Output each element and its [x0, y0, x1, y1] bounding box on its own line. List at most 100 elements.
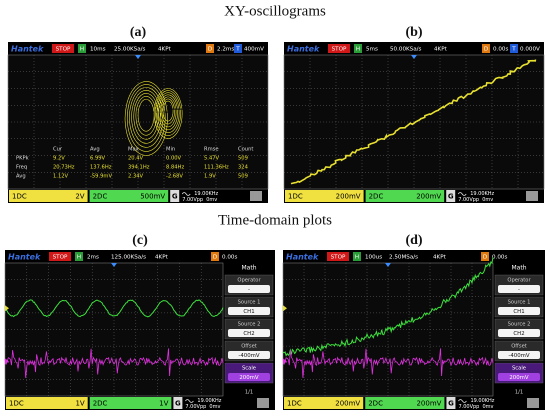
oscilloscope: Hantek STOP H 5ms 50.00KSa/s 4KPt D 0.00s T 0.000… [283, 42, 545, 203]
measurement-header: Rmse [204, 146, 219, 152]
measurement-cell: Avg [16, 173, 26, 179]
status: STOP [331, 255, 346, 261]
g-vpp: 7.00Vpp [458, 197, 479, 203]
panel-label: (d) [405, 233, 422, 248]
g-box [446, 190, 456, 202]
menu-page: 1/1 [245, 390, 253, 396]
trigger-marker [411, 55, 417, 59]
ch1-name: 1DC [288, 193, 303, 201]
wave-icon [181, 192, 191, 196]
h-label: H [77, 255, 81, 261]
menu-item-value: - [248, 287, 250, 293]
menu-item-value: CH1 [513, 309, 524, 315]
memory-depth: 4KPt [158, 47, 172, 53]
t-box [510, 44, 518, 53]
menu-value-box [228, 373, 270, 381]
d-label: D [213, 255, 217, 261]
ch1-box [285, 190, 364, 202]
measurement-cell: 111.36Hz [204, 164, 229, 170]
d-box [211, 252, 219, 261]
g-box [170, 190, 180, 202]
ch1-scale: 1V [75, 400, 84, 408]
oscilloscope: Hantek STOP H 100us 2.50MSa/s 4KPt D 0.00s Math O… [282, 250, 545, 410]
trigger-marker [385, 263, 391, 267]
oscilloscope: Hantek STOP H 10ms 25.00KSa/s 4KPt D 2.2ms T 400m… [7, 42, 269, 203]
g-offset: 0mv [209, 404, 220, 410]
measurement-cell: -2.68V [166, 173, 183, 179]
status: STOP [53, 255, 68, 261]
section-title: Time-domain plots [218, 212, 332, 228]
menu-item-label: Offset [241, 344, 257, 350]
menu-item-value: 200mV [239, 375, 259, 381]
h-box [354, 44, 362, 53]
measurement-cell: 2.34V [128, 173, 144, 179]
ch2-name: 2DC [93, 400, 108, 408]
h-label: H [356, 47, 360, 53]
memory-depth: 4KPt [434, 47, 448, 53]
menu-value-box [498, 329, 540, 337]
measurement-cell: -59.9mV [90, 173, 112, 179]
panel-label: (a) [130, 25, 147, 40]
sample-rate: 2.50MSa/s [389, 255, 418, 261]
g-box [446, 397, 456, 409]
trace [4, 348, 224, 378]
g-box [173, 397, 183, 409]
d-box [481, 252, 489, 261]
sample-rate: 50.00KSa/s [390, 47, 422, 53]
ch2-scale: 500mV [140, 193, 165, 201]
timebase: 5ms [366, 47, 378, 53]
ch1-box [284, 397, 364, 409]
measurement-cell: 8.84Hz [166, 164, 184, 170]
g-offset: 0mv [206, 197, 217, 203]
menu-item-value: CH1 [243, 309, 254, 315]
usb-icon [250, 191, 262, 201]
trigger-marker [111, 263, 117, 267]
measurement-cell: 1.9V [204, 173, 216, 179]
delay: 2.2ms [217, 47, 234, 53]
menu-item-label: Source 2 [508, 322, 531, 328]
menu-item-label: Source 2 [238, 322, 261, 328]
delay: 0.00s [492, 255, 507, 261]
h-box [75, 252, 83, 261]
menu-value-box [498, 373, 540, 381]
usb-icon [527, 398, 539, 408]
timebase: 2ms [87, 255, 99, 261]
timebase: 100us [365, 255, 382, 261]
measurement-cell: PKPk [16, 155, 29, 161]
trace [282, 348, 494, 378]
ch1-box [6, 397, 88, 409]
g-freq: 19.00KHz [194, 191, 218, 197]
measurement-header: Avg [90, 146, 100, 152]
measurement-cell: 509 [238, 155, 248, 161]
g-label: G [448, 400, 454, 408]
g-label: G [175, 400, 181, 408]
menu-item-value: CH2 [513, 331, 524, 337]
menu-item-label: Scale [242, 366, 256, 372]
ch1-name: 1DC [12, 193, 27, 201]
trigger-marker [135, 55, 141, 59]
wave-icon [185, 399, 194, 403]
ch2-name: 2DC [369, 193, 384, 201]
ch2-scale: 200mV [416, 193, 441, 201]
menu-item-label: Source 1 [238, 300, 261, 306]
menu-item-value: - [518, 287, 520, 293]
wave-icon [458, 399, 467, 403]
t-box [234, 44, 242, 53]
g-label: G [448, 193, 454, 201]
h-box [78, 44, 86, 53]
measurement-cell: 20.73Hz [53, 164, 75, 170]
measurement-header: Count [238, 146, 253, 152]
ch1-scale: 200mV [336, 193, 361, 201]
delay: 0.00s [222, 255, 237, 261]
measurement-cell: 509 [238, 173, 248, 179]
delay: 0.00s [493, 47, 508, 53]
menu-value-box [498, 307, 540, 315]
ch1-name: 1DC [287, 400, 302, 408]
ch2-box [89, 190, 169, 202]
menu-item-label: Source 1 [508, 300, 531, 306]
measurement-cell: Freq [16, 164, 27, 170]
h-box [353, 252, 361, 261]
menu-item-value: -400mV [238, 353, 259, 359]
